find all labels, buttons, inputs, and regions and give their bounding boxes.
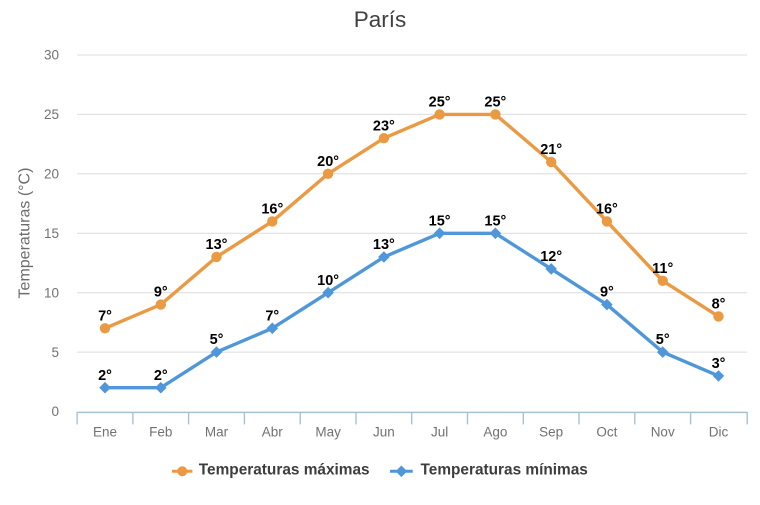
svg-text:París: París — [354, 7, 407, 32]
svg-text:5°: 5° — [210, 332, 224, 348]
svg-text:5: 5 — [51, 345, 59, 360]
svg-text:23°: 23° — [373, 118, 395, 134]
svg-text:20: 20 — [44, 167, 59, 182]
svg-text:Temperaturas máximas: Temperaturas máximas — [199, 462, 370, 479]
svg-text:7°: 7° — [98, 308, 112, 324]
svg-text:9°: 9° — [154, 285, 168, 301]
svg-text:10: 10 — [44, 285, 59, 300]
svg-text:Dic: Dic — [709, 424, 729, 439]
svg-text:Ago: Ago — [483, 424, 507, 439]
svg-text:Feb: Feb — [149, 424, 172, 439]
svg-text:Jul: Jul — [431, 424, 448, 439]
svg-text:9°: 9° — [600, 285, 614, 301]
svg-text:3°: 3° — [712, 356, 726, 372]
svg-text:15: 15 — [44, 226, 59, 241]
svg-text:Temperaturas (°C): Temperaturas (°C) — [17, 168, 34, 299]
svg-text:Mar: Mar — [205, 424, 229, 439]
svg-text:Ene: Ene — [93, 424, 117, 439]
svg-text:15°: 15° — [484, 213, 506, 229]
svg-text:0: 0 — [51, 404, 59, 419]
svg-text:May: May — [315, 424, 341, 439]
svg-text:2°: 2° — [98, 368, 112, 384]
svg-text:12°: 12° — [540, 249, 562, 265]
svg-text:8°: 8° — [712, 297, 726, 313]
svg-text:2°: 2° — [154, 368, 168, 384]
svg-text:21°: 21° — [540, 142, 562, 158]
svg-text:10°: 10° — [317, 273, 339, 289]
svg-text:25°: 25° — [429, 95, 451, 111]
svg-text:5°: 5° — [656, 332, 670, 348]
svg-text:30: 30 — [44, 48, 59, 63]
svg-text:Oct: Oct — [596, 424, 617, 439]
svg-text:13°: 13° — [373, 237, 395, 253]
svg-text:Jun: Jun — [373, 424, 395, 439]
svg-text:7°: 7° — [265, 308, 279, 324]
svg-text:13°: 13° — [206, 237, 228, 253]
svg-text:16°: 16° — [261, 202, 283, 218]
svg-text:16°: 16° — [596, 202, 618, 218]
svg-text:25: 25 — [44, 107, 59, 122]
svg-text:Abr: Abr — [262, 424, 284, 439]
svg-text:Temperaturas mínimas: Temperaturas mínimas — [421, 462, 588, 479]
svg-text:25°: 25° — [484, 95, 506, 111]
svg-text:11°: 11° — [652, 261, 673, 277]
svg-text:Nov: Nov — [651, 424, 675, 439]
svg-text:15°: 15° — [429, 213, 451, 229]
svg-text:Sep: Sep — [539, 424, 563, 439]
svg-text:20°: 20° — [317, 154, 339, 170]
